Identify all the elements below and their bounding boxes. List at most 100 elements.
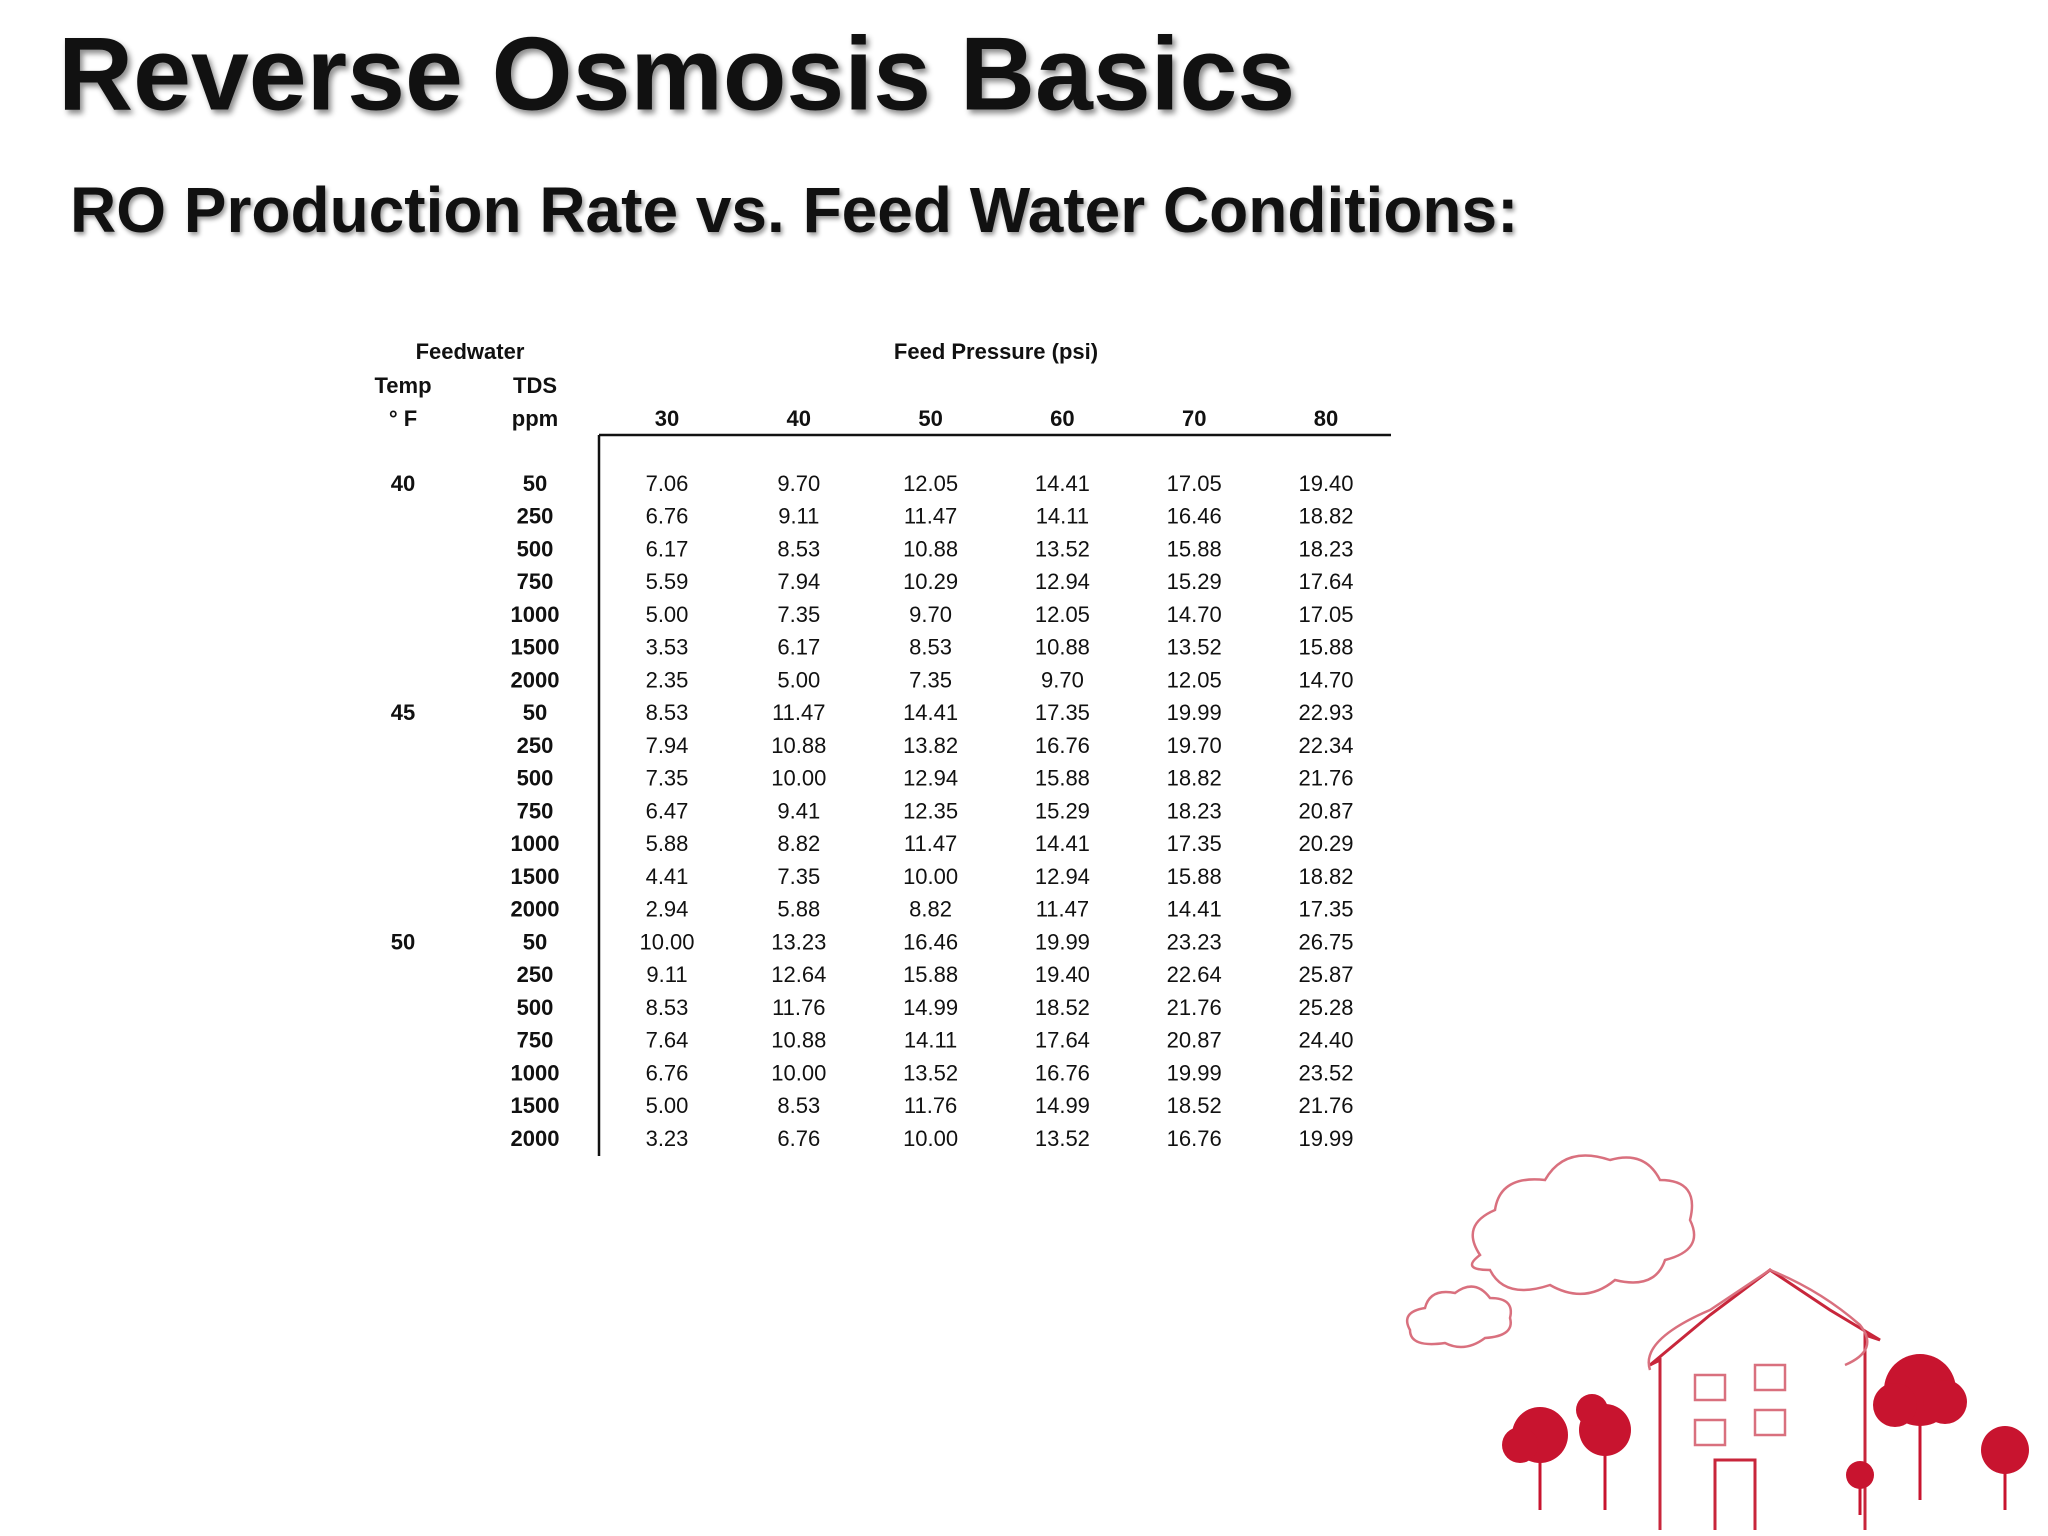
rate-cell: 10.00 (903, 1126, 958, 1151)
rate-cell: 8.82 (909, 897, 952, 922)
rate-cell: 16.76 (1035, 1060, 1090, 1085)
rate-cell: 14.11 (904, 1028, 957, 1053)
rate-cell: 17.64 (1298, 569, 1353, 594)
rate-cell: 11.47 (772, 700, 825, 725)
pressure-header: 80 (1314, 406, 1338, 431)
rate-cell: 9.70 (909, 602, 952, 627)
tds-cell: 750 (517, 569, 554, 594)
rate-cell: 19.99 (1167, 1060, 1222, 1085)
rate-cell: 14.70 (1298, 667, 1353, 692)
pressure-label: Feed Pressure (psi) (894, 339, 1098, 364)
temp-cell: 40 (391, 471, 415, 496)
rate-cell: 3.23 (646, 1126, 689, 1151)
rate-cell: 7.35 (646, 766, 689, 791)
rate-cell: 11.76 (904, 1093, 957, 1118)
tds-cell: 50 (523, 700, 547, 725)
tds-cell: 50 (523, 471, 547, 496)
rate-cell: 19.99 (1298, 1126, 1353, 1151)
tds-cell: 2000 (511, 1126, 560, 1151)
subtitle: RO Production Rate vs. Feed Water Condit… (70, 174, 1518, 246)
rate-cell: 26.75 (1298, 929, 1353, 954)
rate-cell: 7.35 (777, 864, 820, 889)
rate-cell: 15.88 (1035, 766, 1090, 791)
rate-cell: 18.82 (1298, 864, 1353, 889)
rate-cell: 16.46 (1167, 504, 1222, 529)
tds-unit: ppm (512, 406, 558, 431)
rate-cell: 24.40 (1298, 1028, 1353, 1053)
pressure-header: 50 (918, 406, 942, 431)
tds-cell: 1500 (511, 864, 560, 889)
house (1649, 1268, 1881, 1530)
rate-cell: 8.82 (777, 831, 820, 856)
rate-cell: 19.99 (1167, 700, 1222, 725)
rate-cell: 9.11 (778, 504, 819, 529)
rate-cell: 7.94 (646, 733, 689, 758)
rate-cell: 20.87 (1298, 798, 1353, 823)
rate-cell: 14.41 (1167, 897, 1222, 922)
rate-cell: 6.76 (646, 1060, 689, 1085)
rate-cell: 6.47 (646, 798, 689, 823)
pressure-header: 30 (655, 406, 679, 431)
rate-cell: 11.47 (1036, 897, 1089, 922)
rate-cell: 14.41 (1035, 471, 1090, 496)
rate-cell: 6.17 (646, 536, 689, 561)
group-label: Feedwater (416, 339, 525, 364)
rate-cell: 21.76 (1298, 766, 1353, 791)
rate-cell: 9.70 (1041, 667, 1084, 692)
rate-cell: 2.94 (646, 897, 689, 922)
rate-cell: 5.88 (646, 831, 689, 856)
table: Feedwater Feed Pressure (psi) Temp TDS °… (374, 339, 1391, 1156)
rate-cell: 19.70 (1167, 733, 1222, 758)
rate-cell: 10.29 (903, 569, 958, 594)
rate-cell: 5.00 (646, 602, 689, 627)
rate-cell: 13.82 (903, 733, 958, 758)
rate-cell: 16.46 (903, 929, 958, 954)
rate-cell: 19.99 (1035, 929, 1090, 954)
rate-cell: 18.52 (1167, 1093, 1222, 1118)
rate-cell: 20.29 (1298, 831, 1353, 856)
door (1713, 1458, 1757, 1530)
rate-cell: 11.76 (772, 995, 825, 1020)
pressure-header: 40 (787, 406, 811, 431)
rate-cell: 21.76 (1167, 995, 1222, 1020)
rate-cell: 5.59 (646, 569, 689, 594)
rate-cell: 11.47 (904, 504, 957, 529)
rate-cell: 17.35 (1298, 897, 1353, 922)
rate-cell: 18.82 (1298, 504, 1353, 529)
cloud (1405, 1285, 1513, 1349)
rate-cell: 3.53 (646, 635, 689, 660)
rate-cell: 10.00 (771, 1060, 826, 1085)
rate-cell: 13.52 (1035, 1126, 1090, 1151)
rate-cell: 7.94 (777, 569, 820, 594)
rate-cell: 6.17 (777, 635, 820, 660)
tds-cell: 1000 (511, 1060, 560, 1085)
rate-cell: 18.23 (1298, 536, 1353, 561)
temp-unit: ° F (389, 406, 417, 431)
tds-cell: 750 (517, 798, 554, 823)
rate-cell: 15.29 (1167, 569, 1222, 594)
tds-cell: 1500 (511, 635, 560, 660)
tds-cell: 50 (523, 929, 547, 954)
roof (1647, 1268, 1869, 1371)
rate-cell: 7.64 (646, 1028, 689, 1053)
tds-cell: 1000 (511, 831, 560, 856)
rate-cell: 13.52 (1167, 635, 1222, 660)
temp-label: Temp (374, 373, 431, 398)
window (1753, 1363, 1787, 1392)
rate-cell: 16.76 (1035, 733, 1090, 758)
rate-cell: 13.52 (903, 1060, 958, 1085)
tds-cell: 250 (517, 504, 554, 529)
title: Reverse Osmosis Basics (58, 16, 1295, 132)
rate-cell: 10.00 (903, 864, 958, 889)
trees (1502, 1354, 2029, 1515)
rate-cell: 12.05 (1035, 602, 1090, 627)
rate-cell: 21.76 (1298, 1093, 1353, 1118)
tds-cell: 2000 (511, 667, 560, 692)
rate-cell: 12.35 (903, 798, 958, 823)
rate-cell: 12.94 (1035, 569, 1090, 594)
rate-cell: 9.70 (777, 471, 820, 496)
rate-cell: 23.52 (1298, 1060, 1353, 1085)
rate-cell: 15.88 (1298, 635, 1353, 660)
rate-cell: 9.11 (646, 962, 687, 987)
